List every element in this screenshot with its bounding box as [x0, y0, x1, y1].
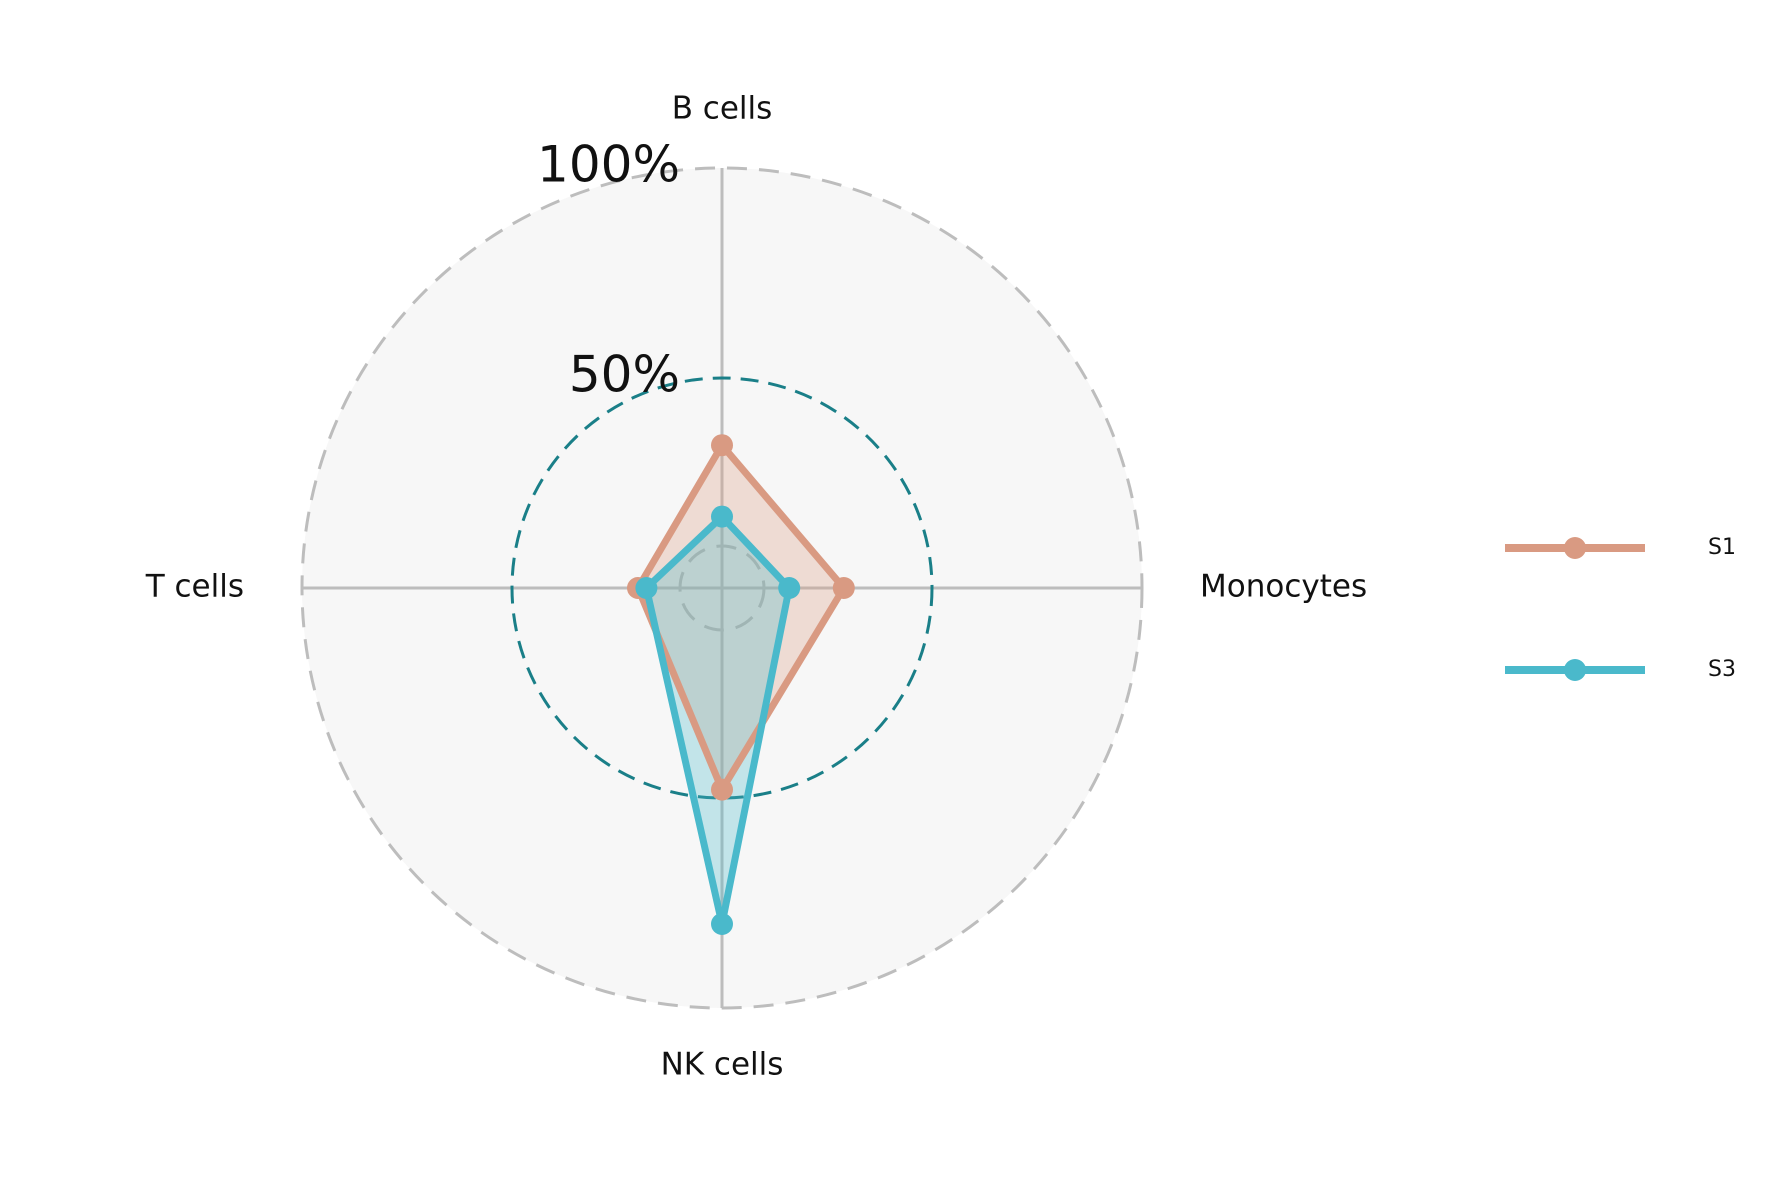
axis-label: B cells: [672, 91, 773, 127]
radar-labels: B cells Monocytes NK cells T cells 100% 50%: [145, 91, 1367, 1083]
series-area: [646, 516, 790, 924]
series-point: [711, 913, 733, 935]
ring-value-label: 100%: [537, 136, 680, 194]
legend-label: S1: [1708, 535, 1736, 560]
legend-marker: [1564, 537, 1586, 559]
axis-label: Monocytes: [1200, 569, 1367, 605]
axis-label: NK cells: [661, 1047, 784, 1083]
series-point: [711, 434, 733, 457]
ring-circle: [300, 166, 1144, 1010]
series-point: [832, 577, 855, 599]
legend-label: S3: [1708, 657, 1736, 682]
legend-marker: [1564, 659, 1586, 681]
radar-series: [627, 434, 855, 935]
ring-circle: [678, 544, 766, 632]
axis-label: T cells: [145, 569, 244, 605]
ring-value-label: 50%: [569, 346, 680, 404]
series-point: [778, 577, 801, 599]
ring-circle: [510, 376, 934, 800]
radar-grid: [300, 166, 1144, 1010]
series-point: [711, 778, 733, 801]
legend: S1 S3: [1505, 535, 1736, 682]
series-point: [711, 505, 733, 528]
series-point: [635, 577, 658, 599]
